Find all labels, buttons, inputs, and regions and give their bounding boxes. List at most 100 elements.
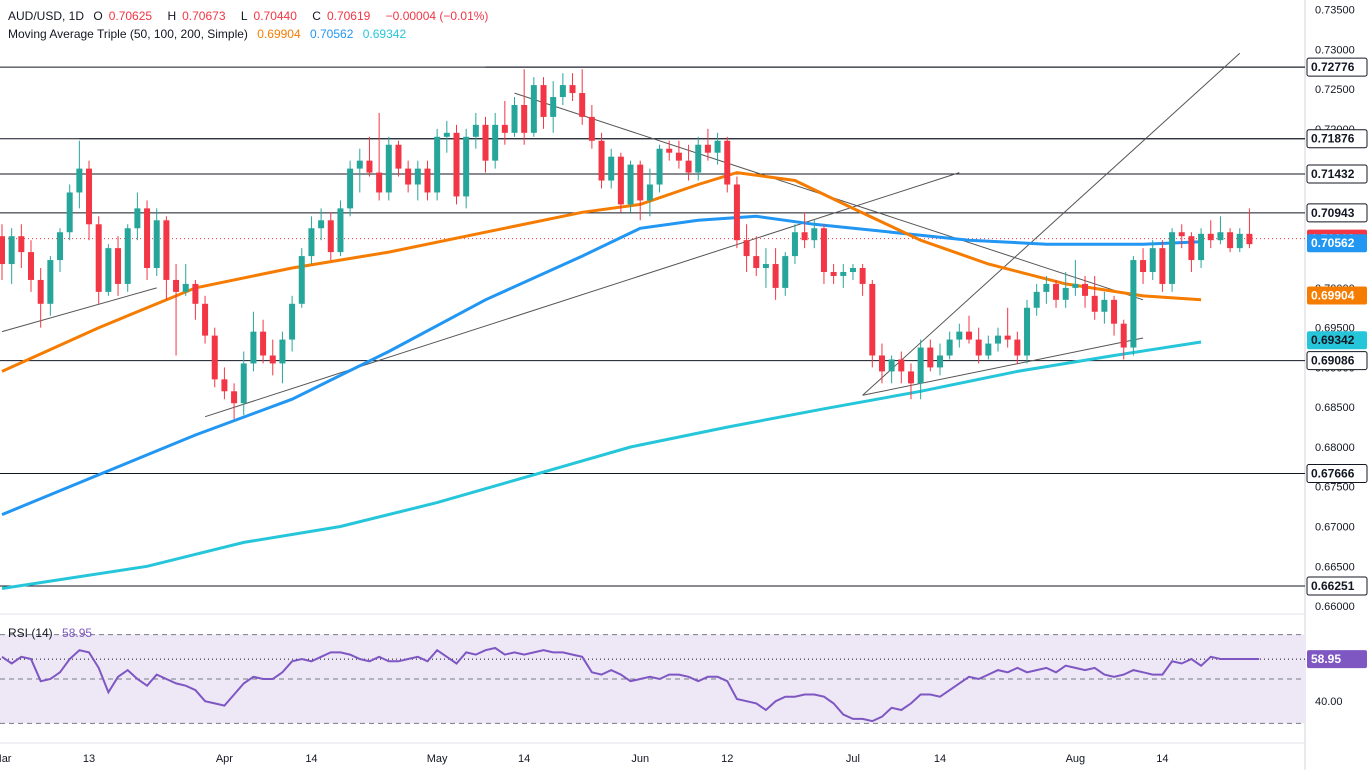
- trend-line: [862, 337, 1144, 396]
- candle-body: [956, 331, 963, 340]
- time-tick-label: 13: [83, 753, 95, 765]
- candle-body: [405, 168, 412, 185]
- candle-body: [163, 220, 170, 280]
- rsi-line: [1, 646, 1260, 723]
- price-tick-label: 0.72500: [1315, 84, 1355, 96]
- candle-body: [966, 331, 972, 340]
- candle-body: [463, 136, 470, 197]
- level-badge-border: [1306, 464, 1368, 484]
- candle-body: [1091, 295, 1098, 312]
- candle-body: [637, 164, 644, 201]
- candle-body: [646, 184, 653, 201]
- candle-body: [791, 232, 798, 257]
- candle-body: [830, 271, 837, 276]
- candle-body: [337, 208, 344, 253]
- candle-body: [936, 355, 943, 368]
- ma-title[interactable]: Moving Average Triple (50, 100, 200, Sim…: [8, 27, 248, 41]
- candle-body: [743, 240, 750, 257]
- level-badge-bg: [1307, 351, 1367, 370]
- time-tick-label: Jul: [846, 753, 860, 765]
- candle-body: [1111, 299, 1118, 324]
- legend-ma: Moving Average Triple (50, 100, 200, Sim…: [8, 27, 412, 41]
- rsi-badge-bg: [1307, 650, 1367, 669]
- ma200-value: 0.69342: [362, 27, 407, 41]
- level-badge-bg: [1307, 165, 1367, 184]
- candle-body: [0, 236, 5, 265]
- time-tick-label: Mar: [0, 753, 12, 765]
- candle-body: [366, 160, 373, 173]
- candle-body: [8, 236, 15, 265]
- candle-body: [1178, 232, 1185, 237]
- time-tick-label: 14: [518, 753, 530, 765]
- candle-body: [192, 283, 199, 304]
- level-badge-border: [1306, 351, 1368, 371]
- candle-body: [105, 248, 112, 292]
- candle-body: [540, 85, 547, 117]
- time-tick-label: 12: [721, 753, 733, 765]
- ma50-badge: 0.69904: [1311, 289, 1355, 303]
- candle-body: [675, 152, 682, 161]
- candle-body: [424, 168, 431, 193]
- candle-body: [86, 168, 93, 225]
- candle-body: [115, 248, 122, 284]
- price-tick-label: 0.66000: [1315, 601, 1355, 613]
- candle-body: [356, 160, 363, 169]
- candle-body: [656, 148, 663, 185]
- candle-body: [530, 85, 537, 133]
- ma200-badge-bg: [1307, 331, 1367, 350]
- candle-body: [985, 343, 992, 356]
- legend-ohlc: AUD/USD, 1D O 0.70625 H 0.70673 L 0.70440 C…: [8, 9, 494, 23]
- candle-body: [714, 140, 721, 153]
- candle-body: [289, 303, 296, 340]
- candle-body: [1120, 323, 1127, 348]
- ma100-badge: 0.70562: [1311, 236, 1355, 250]
- level-badge: 0.72776: [1311, 60, 1355, 74]
- candle-body: [1024, 307, 1031, 356]
- candle-body: [704, 144, 711, 153]
- candle-body: [182, 283, 189, 292]
- candle-body: [66, 192, 73, 233]
- ma50-badge-bg: [1307, 286, 1367, 305]
- open-key: O: [93, 9, 103, 23]
- candle-body: [28, 252, 35, 280]
- candle-body: [627, 164, 634, 205]
- candle-body: [1149, 248, 1156, 272]
- candle-body: [811, 228, 818, 241]
- level-badge-bg: [1307, 129, 1367, 148]
- rsi-title[interactable]: RSI (14): [8, 626, 53, 640]
- rsi-value: 58.95: [62, 626, 93, 640]
- candle-body: [820, 228, 827, 272]
- level-badge: 0.70943: [1311, 206, 1355, 220]
- candle-body: [1033, 291, 1040, 308]
- candle-body: [240, 363, 247, 404]
- symbol-label[interactable]: AUD/USD, 1D: [8, 9, 85, 23]
- low-value: 0.70440: [253, 9, 297, 23]
- candle-body: [888, 359, 895, 372]
- candle-body: [414, 168, 421, 185]
- candle-body: [917, 347, 924, 384]
- time-tick-label: 14: [305, 753, 317, 765]
- level-badge-border: [1306, 164, 1368, 184]
- time-tick-label: May: [427, 753, 448, 765]
- candle-body: [173, 279, 180, 292]
- candle-body: [617, 156, 624, 205]
- candle-body: [76, 168, 83, 193]
- candle-body: [57, 232, 64, 261]
- candle-body: [327, 220, 334, 253]
- candle-body: [608, 156, 615, 181]
- candle-body: [250, 331, 257, 364]
- candle-body: [550, 97, 557, 117]
- candle-body: [598, 140, 605, 181]
- candle-body: [202, 303, 209, 336]
- ma50-line: [1, 171, 1202, 373]
- candle-body: [840, 271, 847, 276]
- price-tick-label: 0.68000: [1315, 442, 1355, 454]
- candle-body: [1014, 339, 1021, 356]
- ma200-badge: 0.69342: [1311, 333, 1355, 347]
- candle-body: [588, 116, 595, 141]
- candle-body: [211, 335, 218, 380]
- level-badge: 0.66251: [1311, 579, 1355, 593]
- close-value: 0.70619: [326, 9, 371, 23]
- candle-body: [1159, 248, 1166, 284]
